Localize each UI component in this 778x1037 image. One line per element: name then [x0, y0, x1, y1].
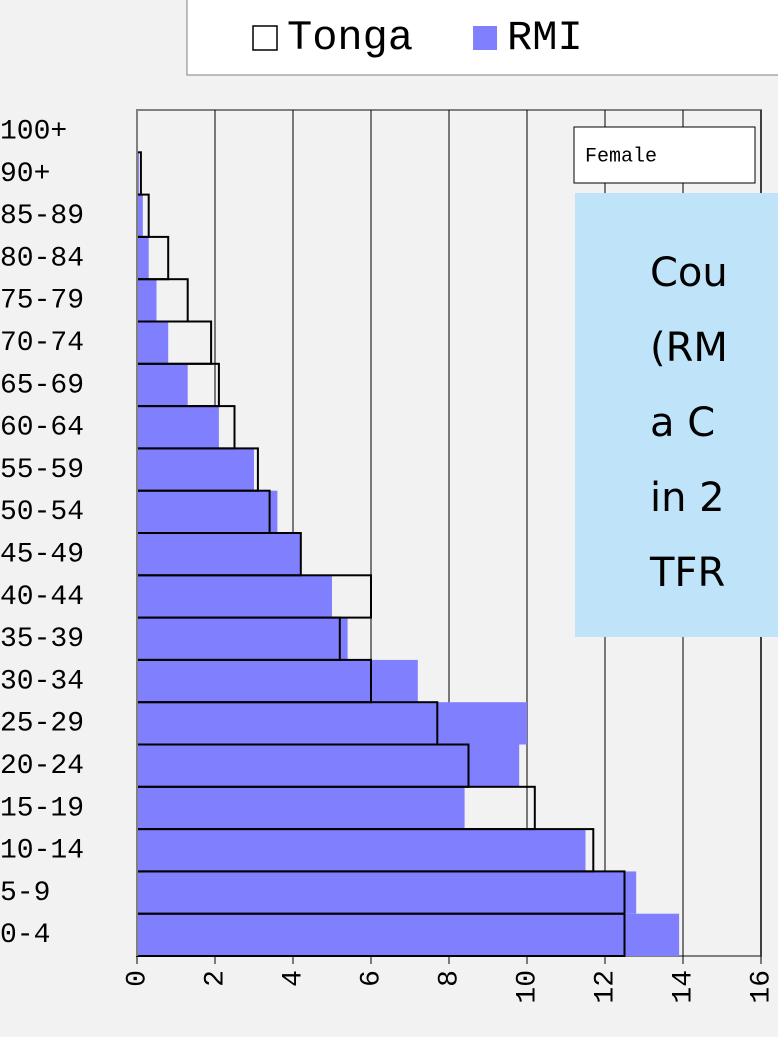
bar	[137, 913, 680, 956]
text-box	[575, 193, 778, 637]
bar	[137, 321, 169, 364]
x-tick-label: 6	[356, 970, 387, 987]
y-tick-label: 90+	[0, 159, 50, 190]
x-tick-label: 2	[200, 970, 231, 987]
y-tick-label: 100+	[0, 117, 67, 148]
y-tick-label: 50-54	[0, 497, 84, 528]
y-tick-label: 10-14	[0, 836, 84, 867]
y-tick-label: 30-34	[0, 666, 84, 697]
bar	[137, 744, 520, 787]
x-tick-label: 0	[122, 970, 153, 987]
legend-swatch	[252, 25, 278, 51]
y-tick-label: 60-64	[0, 413, 84, 444]
y-tick-label: 15-19	[0, 793, 84, 824]
y-tick-label: 65-69	[0, 370, 84, 401]
bar	[137, 786, 465, 830]
annotation: Female	[585, 145, 657, 168]
bar	[137, 659, 418, 703]
y-tick-label: 5-9	[0, 878, 50, 909]
x-tick-label: 4	[278, 970, 309, 987]
bar	[137, 829, 586, 872]
bar	[137, 575, 332, 618]
y-tick-label: 35-39	[0, 624, 84, 655]
bar	[137, 406, 219, 449]
text-box-line: Cou	[650, 250, 728, 296]
x-tick-label: 10	[512, 970, 543, 1004]
bar	[137, 363, 188, 407]
bar	[137, 236, 149, 280]
bar	[137, 871, 637, 914]
y-tick-label: 75-79	[0, 286, 84, 317]
x-tick-label: 8	[434, 970, 465, 987]
text-box-line: TFR	[649, 550, 725, 596]
text-box-line: a C	[650, 400, 715, 446]
bar	[137, 279, 157, 322]
legend-label: RMI	[507, 14, 583, 62]
y-tick-label: 80-84	[0, 243, 84, 274]
legend-label: Tonga	[287, 14, 413, 62]
y-tick-label: 20-24	[0, 751, 84, 782]
x-tick-label: 12	[590, 970, 621, 1004]
y-tick-label: 45-49	[0, 540, 84, 571]
bar	[137, 617, 348, 660]
annotation-box	[573, 126, 756, 184]
bar	[137, 448, 254, 491]
y-tick-label: 25-29	[0, 709, 84, 740]
bar	[137, 194, 143, 237]
x-tick-label: 16	[746, 970, 777, 1004]
x-tick-label: 14	[668, 970, 699, 1004]
y-tick-label: 40-44	[0, 582, 84, 613]
bar	[137, 702, 527, 745]
y-tick-label: 0-4	[0, 920, 50, 951]
text-box-line: (RM	[650, 325, 728, 371]
y-tick-label: 70-74	[0, 328, 84, 359]
y-tick-label: 85-89	[0, 201, 84, 232]
text-box-line: in 2	[650, 475, 725, 521]
y-tick-label: 55-59	[0, 455, 84, 486]
legend-swatch	[473, 26, 498, 50]
text-box-lines: Cou (RM a C in 2 TFR	[649, 250, 728, 596]
bar	[137, 533, 301, 576]
bar	[137, 490, 278, 533]
